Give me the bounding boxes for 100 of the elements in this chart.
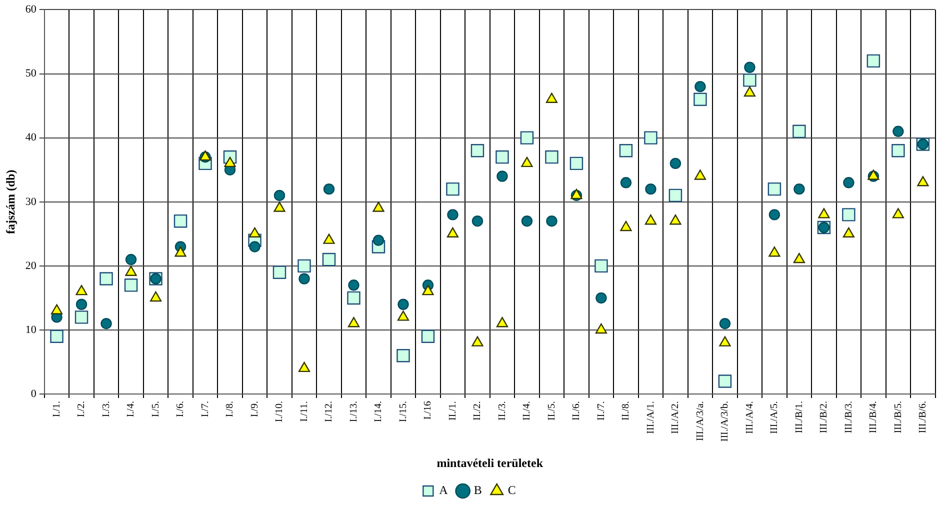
point bbox=[843, 177, 854, 188]
point bbox=[174, 214, 188, 228]
point bbox=[472, 215, 484, 227]
point bbox=[422, 284, 434, 296]
point bbox=[520, 131, 534, 144]
point bbox=[718, 374, 732, 388]
y-tick-label: 20 bbox=[25, 260, 37, 272]
point bbox=[594, 259, 608, 273]
y-tick-label: 50 bbox=[25, 68, 37, 80]
point bbox=[372, 202, 384, 212]
point bbox=[372, 234, 384, 246]
point bbox=[744, 62, 756, 73]
x-tick-label: III./B/2. bbox=[818, 401, 830, 434]
y-tick-label: 40 bbox=[25, 132, 37, 144]
point bbox=[570, 156, 584, 170]
point bbox=[447, 209, 458, 220]
point bbox=[719, 318, 731, 330]
point bbox=[744, 86, 756, 97]
point bbox=[644, 131, 658, 144]
point bbox=[842, 227, 854, 238]
x-tick-label: I./7. bbox=[200, 401, 211, 418]
point bbox=[694, 80, 706, 92]
x-axis-title: mintavételi területek bbox=[436, 456, 544, 470]
x-tick-label: I./15. bbox=[398, 401, 409, 422]
y-tick-label: 60 bbox=[25, 4, 37, 16]
x-tick-label: III./A/2. bbox=[670, 401, 682, 434]
x-tick-label: II./3. bbox=[496, 401, 508, 421]
x-tick-label: III./B/6. bbox=[918, 401, 929, 434]
x-tick-label: II./2. bbox=[472, 401, 484, 421]
point bbox=[274, 190, 286, 202]
x-tick-label: I./8. bbox=[224, 401, 236, 418]
point bbox=[323, 234, 335, 244]
point bbox=[546, 92, 558, 103]
x-tick-label: III./A/3/b. bbox=[720, 401, 731, 442]
point bbox=[125, 266, 137, 276]
x-tick-label: III./B/4. bbox=[868, 401, 880, 434]
point bbox=[76, 298, 88, 310]
point bbox=[396, 349, 410, 362]
x-tick-label: III./B/5. bbox=[892, 401, 904, 434]
x-tick-label: II./5. bbox=[546, 401, 558, 421]
x-tick-label: II./8. bbox=[620, 401, 632, 421]
x-tick-label: I./14. bbox=[373, 401, 384, 422]
point bbox=[322, 252, 336, 266]
point bbox=[521, 156, 533, 168]
x-tick-label: I./2. bbox=[76, 401, 88, 418]
x-tick-label: I./11. bbox=[298, 401, 310, 422]
x-tick-label: II./4. bbox=[522, 401, 533, 421]
point bbox=[645, 183, 656, 195]
point bbox=[348, 280, 360, 291]
x-tick-label: I./6. bbox=[175, 401, 186, 418]
x-tick-label: III./B/3. bbox=[843, 401, 854, 434]
point bbox=[546, 215, 558, 227]
x-tick-label: III./B/1. bbox=[794, 401, 805, 434]
legend-label: C bbox=[508, 483, 516, 498]
x-tick-label: I./12. bbox=[324, 401, 335, 422]
point bbox=[668, 188, 682, 202]
point bbox=[298, 259, 311, 273]
x-tick-label: I./5. bbox=[150, 401, 162, 418]
point bbox=[892, 126, 904, 138]
point bbox=[892, 144, 905, 158]
point bbox=[323, 183, 335, 195]
point bbox=[100, 272, 113, 286]
point bbox=[619, 144, 633, 158]
point bbox=[792, 124, 806, 138]
legend-label: A bbox=[439, 483, 448, 498]
x-tick-label: I./1. bbox=[51, 401, 62, 418]
y-tick-label: 30 bbox=[25, 196, 37, 208]
point bbox=[74, 310, 88, 324]
point bbox=[644, 214, 657, 225]
point bbox=[274, 202, 286, 212]
point bbox=[818, 208, 830, 218]
point bbox=[794, 183, 805, 195]
point bbox=[768, 182, 782, 196]
x-tick-label: I./3. bbox=[100, 401, 112, 418]
point bbox=[842, 208, 856, 222]
point bbox=[124, 278, 138, 292]
point bbox=[472, 336, 484, 346]
x-tick-label: III./A/4. bbox=[744, 401, 756, 434]
point bbox=[174, 246, 186, 257]
point bbox=[76, 284, 88, 296]
x-tick-label: III./A/3/a. bbox=[694, 401, 706, 442]
point bbox=[521, 215, 533, 227]
point bbox=[100, 318, 112, 330]
x-tick-label: I./4. bbox=[126, 401, 137, 418]
point bbox=[670, 214, 682, 225]
point bbox=[496, 316, 508, 328]
point bbox=[398, 298, 409, 310]
point bbox=[892, 208, 904, 218]
point bbox=[150, 291, 162, 302]
point bbox=[719, 336, 731, 346]
point bbox=[595, 323, 608, 334]
point bbox=[397, 310, 410, 321]
point bbox=[768, 209, 780, 220]
x-tick-label: I./13. bbox=[348, 401, 360, 422]
y-axis-title: fajszám (db) bbox=[3, 170, 18, 234]
point bbox=[446, 182, 460, 196]
point bbox=[248, 227, 261, 238]
point bbox=[347, 291, 360, 305]
point bbox=[866, 54, 880, 68]
x-tick-label: I./9. bbox=[249, 401, 260, 418]
